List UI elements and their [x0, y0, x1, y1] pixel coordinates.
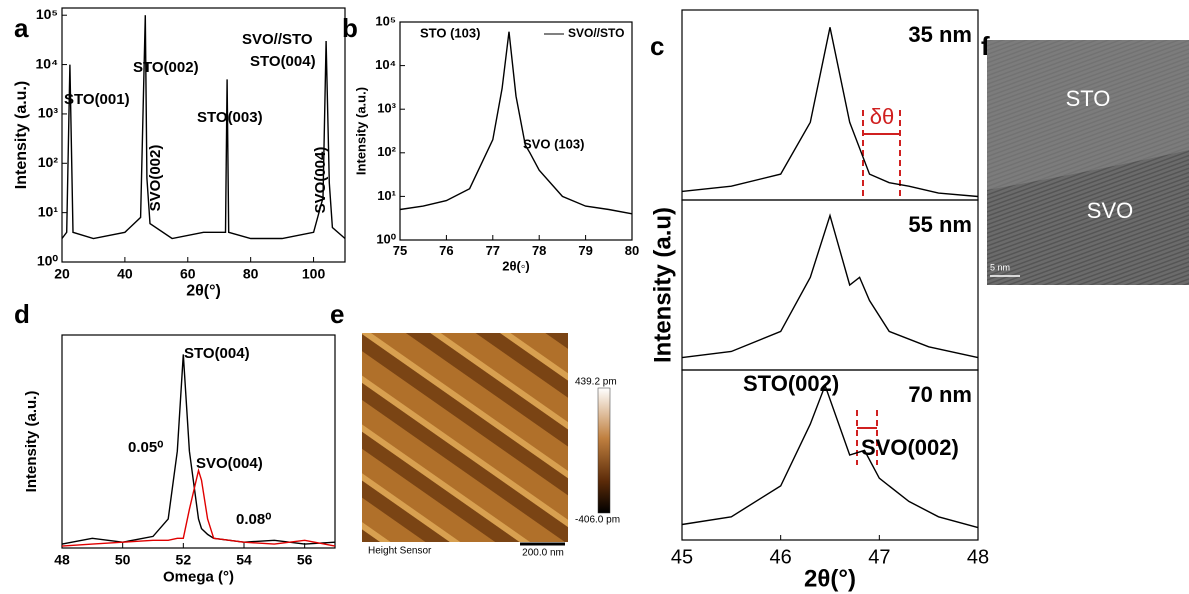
data-line — [399, 31, 633, 215]
scale-bar-label: 200.0 nm — [522, 548, 564, 559]
colorbar — [597, 387, 611, 514]
y-tick-label: 10⁰ — [37, 253, 59, 269]
panel-letter: a — [14, 13, 29, 43]
x-tick-label: 75 — [393, 243, 407, 258]
x-tick-label: 80 — [625, 243, 639, 258]
x-tick-label: 40 — [117, 265, 133, 281]
x-tick-label: 77 — [486, 243, 500, 258]
panel-letter: b — [342, 13, 358, 43]
panel-letter: e — [330, 299, 344, 329]
annotation: STO(001) — [64, 91, 130, 108]
annotation: δθ — [870, 104, 894, 129]
scale-bar-label: 5 nm — [990, 262, 1010, 272]
caption: Height Sensor — [368, 546, 432, 557]
colorbar-label: -406.0 pm — [575, 515, 620, 526]
y-tick-label: 10¹ — [38, 203, 59, 219]
panel-letter: f — [981, 31, 990, 61]
y-tick-label: 10¹ — [377, 188, 396, 203]
afm-image — [362, 333, 568, 542]
x-tick-label: 47 — [868, 546, 890, 568]
panel-letter: d — [14, 299, 30, 329]
annotation: SVO (103) — [523, 136, 584, 151]
annotation: SVO//STO — [242, 31, 313, 48]
annotation: SVO(004) — [312, 147, 329, 214]
x-tick-label: 45 — [671, 546, 693, 568]
annotation: STO(002) — [133, 59, 199, 76]
annotation: 0.05⁰ — [128, 439, 163, 456]
y-tick-label: 10² — [38, 154, 59, 170]
x-tick-label: 56 — [297, 551, 313, 567]
y-tick-label: 10⁰ — [376, 231, 396, 246]
colorbar-label: 439.2 pm — [575, 377, 617, 388]
layer-label: SVO — [1087, 198, 1133, 223]
y-axis-label: Intensity (a.u.) — [13, 81, 30, 189]
x-axis-label: 2θ(°) — [804, 565, 856, 592]
y-tick-label: 10² — [377, 144, 396, 159]
x-tick-label: 48 — [54, 551, 70, 567]
x-tick-label: 52 — [176, 551, 192, 567]
x-tick-label: 100 — [302, 265, 326, 281]
series-label: 35 nm — [908, 22, 972, 47]
data-line — [61, 354, 336, 545]
plot-frame — [61, 334, 336, 549]
series-label: 55 nm — [908, 212, 972, 237]
data-line — [61, 467, 336, 547]
x-axis-label: 2θ(°) — [186, 283, 221, 300]
annotation: STO(004) — [250, 53, 316, 70]
y-tick-label: 10⁵ — [375, 13, 396, 28]
x-tick-label: 60 — [180, 265, 196, 281]
layer-label: STO — [1066, 86, 1111, 111]
y-tick-label: 10³ — [377, 101, 396, 116]
annotation: 0.08⁰ — [236, 511, 271, 528]
x-tick-label: 50 — [115, 551, 131, 567]
tem-layer — [987, 40, 1189, 190]
panel-letter: c — [650, 31, 664, 61]
annotation: SVO(004) — [196, 455, 263, 472]
annotation: SVO(002) — [147, 145, 164, 212]
x-tick-label: 76 — [439, 243, 453, 258]
x-tick-label: 48 — [967, 546, 989, 568]
x-axis-label: 2θ(◦) — [502, 259, 530, 274]
y-tick-label: 10³ — [38, 105, 59, 121]
x-tick-label: 54 — [236, 551, 252, 567]
y-tick-label: 10⁵ — [36, 6, 58, 22]
x-tick-label: 79 — [578, 243, 592, 258]
y-tick-label: 10⁴ — [375, 57, 396, 72]
data-line — [681, 213, 979, 359]
x-tick-label: 78 — [532, 243, 546, 258]
x-axis-label: Omega (°) — [163, 568, 234, 585]
series-label: 70 nm — [908, 382, 972, 407]
y-tick-label: 10⁴ — [36, 55, 59, 71]
x-tick-label: 46 — [770, 546, 792, 568]
plot-frame — [61, 7, 346, 263]
annotation: STO(002) — [743, 371, 839, 396]
y-axis-label: Intensity (a.u.) — [23, 391, 40, 493]
legend-label: SVO//STO — [568, 26, 624, 40]
plot-frame — [681, 369, 979, 541]
y-axis-label: Intensity (a.u) — [649, 207, 676, 363]
annotation: STO(003) — [197, 109, 263, 126]
data-line — [681, 383, 979, 529]
plot-frame — [399, 21, 633, 241]
annotation: STO(004) — [184, 345, 250, 362]
x-tick-label: 80 — [243, 265, 259, 281]
y-axis-label: Intensity (a.u.) — [353, 87, 368, 175]
x-tick-label: 20 — [54, 265, 70, 281]
annotation: STO (103) — [420, 25, 480, 40]
data-line — [61, 15, 346, 240]
data-line — [681, 27, 979, 198]
annotation: SVO(002) — [861, 435, 959, 460]
